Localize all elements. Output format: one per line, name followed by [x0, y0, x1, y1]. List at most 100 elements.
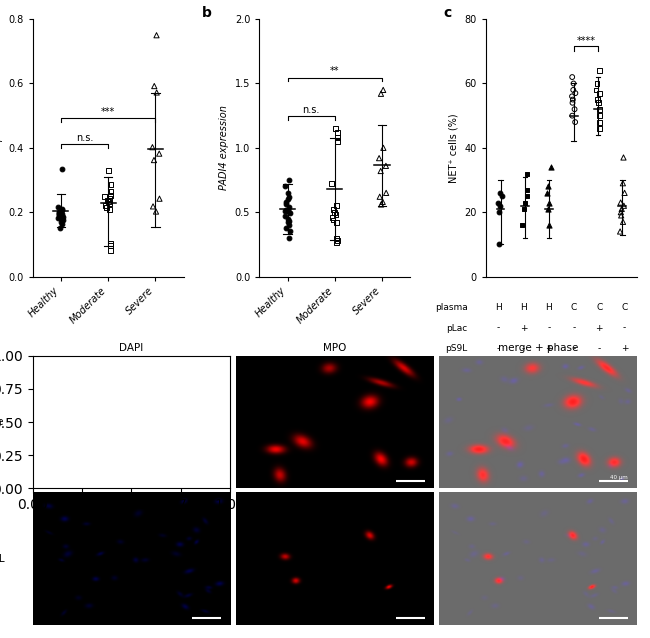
Point [616, 207, 626, 218]
Point [495, 200, 505, 211]
Text: n.s.: n.s. [76, 133, 93, 143]
Point [594, 117, 604, 127]
Point [105, 205, 115, 215]
Point [493, 239, 504, 249]
Text: -: - [597, 344, 601, 353]
Point [151, 30, 162, 40]
Point [517, 220, 528, 230]
Point [281, 197, 291, 207]
Point [280, 181, 290, 191]
Point [333, 133, 343, 143]
Point [54, 208, 64, 218]
Point [53, 202, 63, 212]
Text: H: H [495, 303, 502, 312]
Point [101, 200, 111, 210]
Text: -: - [547, 323, 551, 332]
Point [56, 205, 66, 216]
Text: pLac: pLac [447, 323, 468, 332]
Point [376, 199, 386, 209]
Point [493, 197, 503, 207]
Point [103, 165, 114, 175]
Point [378, 143, 389, 153]
Point [54, 207, 64, 218]
Point [328, 215, 338, 225]
Point [280, 205, 291, 215]
Point [591, 85, 601, 95]
Point [619, 188, 630, 198]
Point [331, 210, 341, 220]
Point [493, 207, 504, 218]
Point [57, 215, 68, 225]
Point [593, 94, 603, 105]
Point [521, 191, 532, 201]
Point [148, 142, 158, 152]
Point [543, 197, 554, 207]
Point [567, 72, 577, 82]
Point [53, 213, 63, 223]
Point [592, 78, 602, 89]
Text: pS9L: pS9L [0, 554, 5, 564]
Point [570, 88, 580, 98]
Point [546, 162, 556, 172]
Point [568, 85, 578, 95]
Point [618, 152, 629, 163]
Point [283, 220, 294, 230]
Text: H: H [545, 303, 552, 312]
Point [285, 226, 295, 237]
Point [518, 204, 528, 214]
Point [56, 214, 66, 225]
Y-axis label: NET⁺ cells (%): NET⁺ cells (%) [449, 113, 459, 182]
Point [381, 161, 391, 171]
Point [105, 245, 115, 255]
Title: DAPI: DAPI [119, 343, 144, 353]
Point [543, 181, 553, 191]
Point [57, 163, 68, 174]
Point [284, 175, 294, 185]
Point [106, 180, 116, 190]
Y-axis label: SIGLEC9 expression: SIGLEC9 expression [0, 99, 3, 197]
Point [285, 209, 295, 219]
Point [284, 202, 294, 212]
Point [520, 197, 530, 207]
Point [567, 91, 577, 101]
Point [282, 214, 293, 224]
Point [374, 191, 385, 202]
Text: C: C [571, 303, 577, 312]
Point [154, 193, 164, 204]
Text: c: c [443, 6, 452, 20]
Point [618, 217, 628, 227]
Point [54, 209, 64, 219]
Text: b: b [202, 6, 212, 20]
Point [55, 223, 65, 234]
Point [619, 200, 629, 211]
Point [284, 191, 294, 202]
Point [381, 188, 391, 198]
Point [616, 204, 627, 214]
Text: C: C [621, 303, 627, 312]
Point [104, 198, 114, 208]
Point [106, 186, 116, 197]
Point [376, 89, 386, 99]
Point [329, 205, 339, 215]
Point [616, 211, 627, 221]
Point [57, 209, 68, 219]
Point [58, 212, 69, 222]
Point [281, 223, 292, 233]
Point [376, 166, 386, 176]
Title: merge + phase: merge + phase [498, 343, 578, 353]
Point [495, 188, 505, 198]
Text: ***: *** [101, 107, 115, 117]
Text: Vehicle: Vehicle [0, 417, 5, 427]
Point [542, 188, 552, 198]
Text: ****: **** [577, 36, 595, 45]
Point [497, 191, 507, 201]
Text: n.s.: n.s. [302, 105, 320, 115]
Text: +: + [595, 323, 603, 332]
Point [594, 123, 604, 133]
Text: pS9L: pS9L [445, 344, 468, 353]
Point [333, 128, 343, 138]
Text: -: - [573, 344, 576, 353]
Text: -: - [497, 344, 500, 353]
Point [151, 87, 162, 98]
Point [283, 207, 294, 218]
